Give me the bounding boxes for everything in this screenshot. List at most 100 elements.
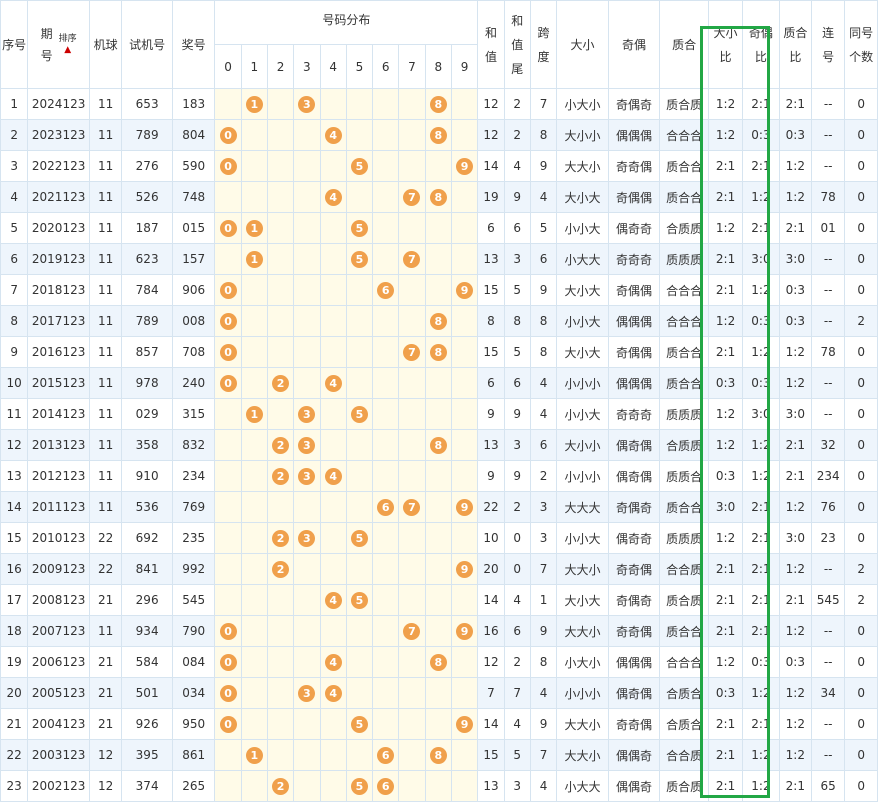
cell-oe-ratio: 1:2 xyxy=(742,460,780,492)
cell-prize-number: 804 xyxy=(171,119,216,151)
cell-primecomp: 合合合 xyxy=(659,119,709,151)
cell-size: 小小小 xyxy=(556,460,609,492)
cell-sum-tail: 6 xyxy=(503,367,531,399)
cell-primecomp: 合质质 xyxy=(659,212,709,244)
sort-arrow-icon[interactable]: ▲ xyxy=(64,44,72,55)
header-period[interactable]: 期 号 排序 ▲ xyxy=(27,0,90,89)
cell-dist-5 xyxy=(345,336,374,368)
cell-dist-7 xyxy=(398,305,426,337)
cell-dist-4: 4 xyxy=(319,181,347,213)
table-row: 16 2009123 22 841 992 2 9 20 0 7 大大小 奇奇偶 合合质 2:1 2:1 1:… xyxy=(0,553,878,585)
cell-span: 8 xyxy=(529,646,558,678)
number-ball: 0 xyxy=(219,126,237,144)
header-same: 同号 个数 xyxy=(844,0,878,89)
cell-test-number: 374 xyxy=(121,770,173,802)
number-ball: 3 xyxy=(298,95,316,113)
cell-period: 2014123 xyxy=(27,398,90,430)
table-row: 2 2023123 11 789 804 0 4 8 12 2 8 大小小 偶偶偶 合合合 1:2 0:3 0:… xyxy=(0,119,878,151)
cell-period: 2008123 xyxy=(27,584,90,616)
number-ball: 2 xyxy=(272,560,290,578)
cell-sum-tail: 6 xyxy=(503,615,531,647)
cell-test-number: 584 xyxy=(121,646,173,678)
cell-consec: -- xyxy=(810,739,846,771)
cell-sum-tail: 9 xyxy=(503,460,531,492)
header-size-ratio: 大小比 xyxy=(707,0,744,89)
cell-machine: 11 xyxy=(88,274,123,306)
cell-oe-ratio: 1:2 xyxy=(742,274,780,306)
cell-dist-7 xyxy=(398,150,426,182)
cell-dist-7: 7 xyxy=(398,243,426,275)
cell-span: 7 xyxy=(529,739,558,771)
sort-label[interactable]: 排序 xyxy=(58,33,77,44)
cell-prize-number: 950 xyxy=(171,708,216,740)
cell-sum: 19 xyxy=(477,181,505,213)
cell-consec: 34 xyxy=(810,677,846,709)
cell-dist-7 xyxy=(398,398,426,430)
number-ball: 9 xyxy=(456,157,474,175)
cell-pc-ratio: 2:1 xyxy=(778,429,813,461)
cell-dist-9 xyxy=(450,460,479,492)
cell-oddeven: 偶奇奇 xyxy=(607,522,661,554)
cell-machine: 12 xyxy=(88,739,123,771)
header-oe-ratio: 奇偶比 xyxy=(742,0,780,89)
cell-test-number: 841 xyxy=(121,553,173,585)
number-ball: 7 xyxy=(403,498,421,516)
cell-period: 2007123 xyxy=(27,615,90,647)
cell-dist-6 xyxy=(372,708,400,740)
number-ball: 6 xyxy=(377,777,395,795)
cell-prize-number: 748 xyxy=(171,181,216,213)
cell-prize-number: 234 xyxy=(171,460,216,492)
cell-same-count: 0 xyxy=(844,646,878,678)
cell-dist-8: 8 xyxy=(424,181,452,213)
cell-dist-7 xyxy=(398,88,426,120)
number-ball: 2 xyxy=(272,467,290,485)
cell-period: 2010123 xyxy=(27,522,90,554)
number-ball: 2 xyxy=(272,777,290,795)
cell-dist-0: 0 xyxy=(214,119,242,151)
cell-size-ratio: 2:1 xyxy=(707,615,744,647)
cell-dist-6 xyxy=(372,398,400,430)
header-digit-9: 9 xyxy=(450,44,479,89)
table-row: 20 2005123 21 501 034 0 3 4 7 7 4 小小小 偶奇偶 合质合 0:3 1:2 1:… xyxy=(0,677,878,709)
cell-seq: 8 xyxy=(0,305,29,337)
cell-pc-ratio: 1:2 xyxy=(778,336,813,368)
cell-dist-1 xyxy=(240,677,268,709)
cell-dist-9 xyxy=(450,119,479,151)
cell-dist-3 xyxy=(293,584,321,616)
cell-oddeven: 偶偶偶 xyxy=(607,367,661,399)
cell-dist-5 xyxy=(345,119,374,151)
cell-seq: 6 xyxy=(0,243,29,275)
cell-pc-ratio: 1:2 xyxy=(778,739,813,771)
cell-test-number: 978 xyxy=(121,367,173,399)
cell-size-ratio: 3:0 xyxy=(707,491,744,523)
cell-dist-9: 9 xyxy=(450,553,479,585)
cell-size-ratio: 2:1 xyxy=(707,770,744,802)
number-ball: 6 xyxy=(377,281,395,299)
cell-seq: 7 xyxy=(0,274,29,306)
table-row: 6 2019123 11 623 157 1 5 7 13 3 6 小大大 奇奇奇 质质质 2:1 3:0 3:… xyxy=(0,243,878,275)
cell-oddeven: 奇偶奇 xyxy=(607,584,661,616)
cell-sum-tail: 3 xyxy=(503,429,531,461)
cell-size-ratio: 2:1 xyxy=(707,708,744,740)
cell-oddeven: 奇奇偶 xyxy=(607,615,661,647)
cell-span: 3 xyxy=(529,491,558,523)
number-ball: 5 xyxy=(350,715,368,733)
cell-dist-4 xyxy=(319,336,347,368)
cell-dist-3 xyxy=(293,336,321,368)
cell-seq: 23 xyxy=(0,770,29,802)
cell-span: 7 xyxy=(529,553,558,585)
cell-same-count: 0 xyxy=(844,615,878,647)
cell-period: 2016123 xyxy=(27,336,90,368)
cell-seq: 11 xyxy=(0,398,29,430)
cell-period: 2003123 xyxy=(27,739,90,771)
cell-span: 8 xyxy=(529,336,558,368)
cell-pc-ratio: 0:3 xyxy=(778,646,813,678)
cell-dist-4: 4 xyxy=(319,677,347,709)
number-ball: 7 xyxy=(403,188,421,206)
cell-dist-9 xyxy=(450,336,479,368)
table-row: 15 2010123 22 692 235 2 3 5 10 0 3 小小大 偶奇奇 质质质 1:2 2:1 3… xyxy=(0,522,878,554)
cell-primecomp: 合合质 xyxy=(659,553,709,585)
cell-dist-7 xyxy=(398,212,426,244)
cell-test-number: 789 xyxy=(121,119,173,151)
cell-dist-9 xyxy=(450,584,479,616)
